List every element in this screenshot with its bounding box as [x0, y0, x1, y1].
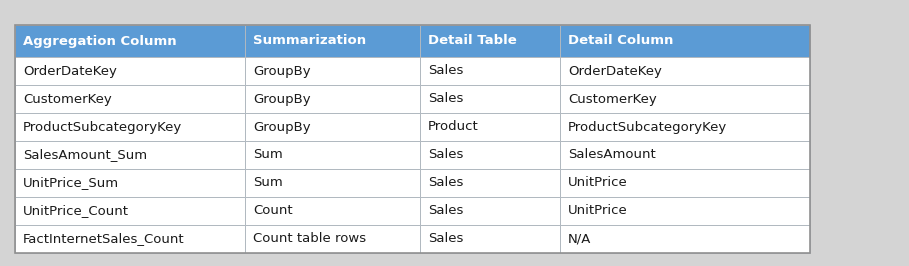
- Bar: [560, 225, 810, 253]
- Text: Sum: Sum: [253, 177, 283, 189]
- Text: GroupBy: GroupBy: [253, 64, 311, 77]
- Text: UnitPrice: UnitPrice: [568, 177, 628, 189]
- Bar: [15, 225, 245, 253]
- Text: UnitPrice_Count: UnitPrice_Count: [23, 205, 129, 218]
- Text: OrderDateKey: OrderDateKey: [23, 64, 117, 77]
- Bar: [420, 85, 560, 113]
- Text: Sales: Sales: [428, 148, 464, 161]
- Text: Sales: Sales: [428, 64, 464, 77]
- Bar: [560, 57, 810, 85]
- Text: SalesAmount_Sum: SalesAmount_Sum: [23, 148, 147, 161]
- Text: N/A: N/A: [568, 232, 592, 246]
- Text: UnitPrice_Sum: UnitPrice_Sum: [23, 177, 119, 189]
- Bar: [245, 169, 420, 197]
- Text: Detail Column: Detail Column: [568, 35, 674, 48]
- Text: Detail Table: Detail Table: [428, 35, 516, 48]
- Text: Product: Product: [428, 120, 479, 134]
- Bar: [15, 85, 245, 113]
- Text: CustomerKey: CustomerKey: [568, 93, 656, 106]
- Bar: [245, 225, 420, 253]
- Bar: [245, 85, 420, 113]
- Bar: [15, 113, 245, 141]
- Bar: [15, 25, 810, 253]
- Bar: [420, 25, 560, 57]
- Text: Aggregation Column: Aggregation Column: [23, 35, 176, 48]
- Text: Count table rows: Count table rows: [253, 232, 366, 246]
- Text: Sales: Sales: [428, 177, 464, 189]
- Bar: [420, 169, 560, 197]
- Text: Sum: Sum: [253, 148, 283, 161]
- Text: UnitPrice: UnitPrice: [568, 205, 628, 218]
- Bar: [560, 85, 810, 113]
- Bar: [15, 169, 245, 197]
- Text: Sales: Sales: [428, 205, 464, 218]
- Bar: [560, 25, 810, 57]
- Text: Count: Count: [253, 205, 293, 218]
- Bar: [245, 57, 420, 85]
- Bar: [420, 141, 560, 169]
- Bar: [15, 141, 245, 169]
- Text: Summarization: Summarization: [253, 35, 366, 48]
- Text: OrderDateKey: OrderDateKey: [568, 64, 662, 77]
- Text: GroupBy: GroupBy: [253, 93, 311, 106]
- Bar: [15, 25, 245, 57]
- Bar: [560, 141, 810, 169]
- Text: ProductSubcategoryKey: ProductSubcategoryKey: [23, 120, 182, 134]
- Bar: [560, 113, 810, 141]
- Bar: [15, 57, 245, 85]
- Text: Sales: Sales: [428, 93, 464, 106]
- Text: GroupBy: GroupBy: [253, 120, 311, 134]
- Bar: [245, 25, 420, 57]
- Text: SalesAmount: SalesAmount: [568, 148, 655, 161]
- Text: FactInternetSales_Count: FactInternetSales_Count: [23, 232, 185, 246]
- Bar: [245, 141, 420, 169]
- Bar: [245, 113, 420, 141]
- Bar: [560, 197, 810, 225]
- Bar: [245, 197, 420, 225]
- Bar: [420, 113, 560, 141]
- Text: ProductSubcategoryKey: ProductSubcategoryKey: [568, 120, 727, 134]
- Bar: [420, 57, 560, 85]
- Text: CustomerKey: CustomerKey: [23, 93, 112, 106]
- Bar: [420, 225, 560, 253]
- Bar: [15, 197, 245, 225]
- Bar: [420, 197, 560, 225]
- Text: Sales: Sales: [428, 232, 464, 246]
- Bar: [560, 169, 810, 197]
